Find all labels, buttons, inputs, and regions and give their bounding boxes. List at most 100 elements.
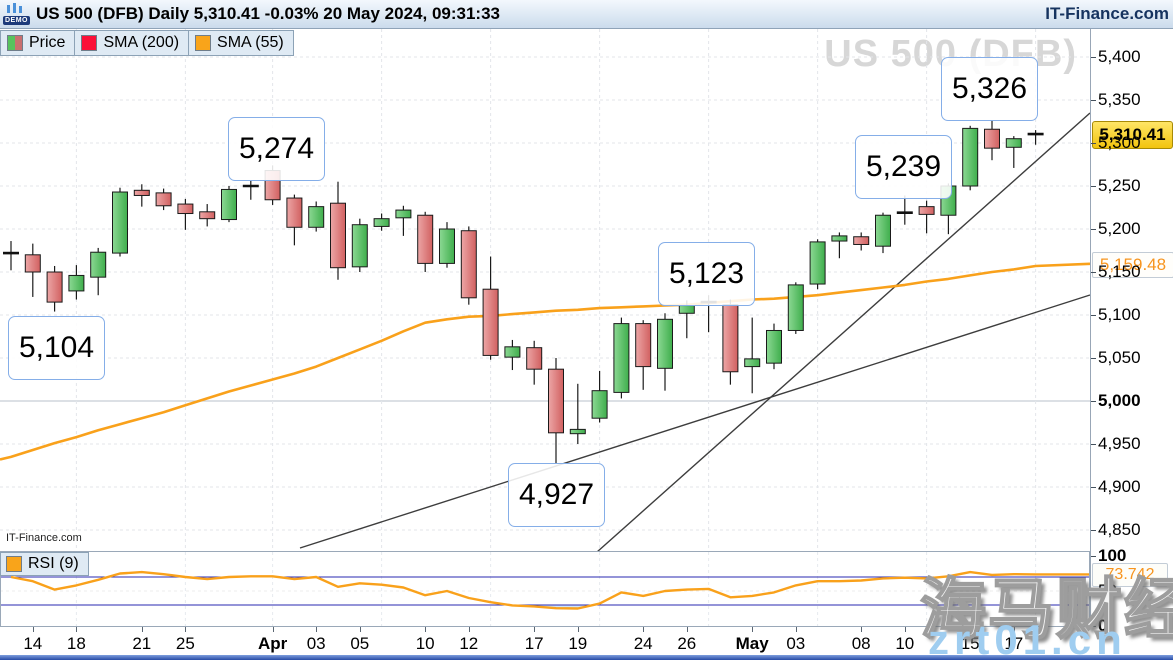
candle-may-16[interactable]: [984, 120, 1000, 161]
y-axis-label: 5,050: [1098, 348, 1141, 367]
price-annotation[interactable]: 5,239: [855, 135, 952, 199]
x-axis-label: 17: [1004, 634, 1024, 653]
candle-mar-19[interactable]: [90, 247, 107, 296]
candle-may-02[interactable]: [766, 323, 782, 370]
sma55-swatch-icon: [195, 35, 212, 51]
candle-mar-18[interactable]: [68, 265, 85, 300]
candle-may-08[interactable]: [853, 232, 870, 251]
rsi-swatch-icon: [6, 556, 22, 572]
x-axis-label: 05: [350, 634, 370, 653]
candle-mar-26[interactable]: [199, 204, 216, 227]
rsi-axis-label: 100: [1098, 546, 1127, 565]
candle-apr-10[interactable]: [417, 211, 434, 272]
candle-may-20[interactable]: [1027, 130, 1044, 145]
candle-apr-05[interactable]: [351, 218, 368, 272]
candle-apr-24[interactable]: [635, 320, 652, 390]
candle-mar-27[interactable]: [221, 186, 237, 223]
sma55-line[interactable]: [0, 262, 1091, 461]
candle-apr-04[interactable]: [330, 181, 346, 280]
y-axis-tick: [1091, 358, 1096, 359]
rsi-value-badge: 73.742: [1092, 563, 1168, 587]
candle-may-13[interactable]: [918, 200, 935, 234]
candle-mar-25[interactable]: [177, 198, 194, 230]
price-annotation[interactable]: 4,927: [508, 463, 605, 527]
legend-price-chip[interactable]: Price: [1, 31, 76, 55]
legend-price-label: Price: [29, 34, 66, 51]
price-annotation[interactable]: 5,104: [8, 316, 105, 380]
candle-apr-17[interactable]: [526, 340, 543, 385]
candle-apr-08[interactable]: [373, 213, 390, 231]
y-axis-label: 5,350: [1098, 90, 1141, 109]
candle-mar-15[interactable]: [46, 265, 63, 312]
candle-may-07[interactable]: [831, 232, 848, 259]
x-axis-label: 10: [895, 634, 915, 653]
sma55-value-badge: 5,159.48: [1092, 252, 1173, 278]
price-axis[interactable]: 5,310.41 5,159.48 73.742 5,400 5,350 5,300…: [1090, 29, 1173, 635]
x-axis-label: 26: [677, 634, 697, 653]
candle-apr-16[interactable]: [504, 339, 521, 371]
x-axis-label: Apr: [257, 634, 288, 653]
x-axis-tick: [185, 627, 187, 632]
rsi-chart-canvas[interactable]: [0, 551, 1091, 628]
candle-may-10[interactable]: [896, 195, 913, 225]
rsi-legend-label: RSI (9): [28, 555, 79, 572]
x-axis-label: 19: [568, 634, 588, 653]
candle-apr-09[interactable]: [395, 205, 412, 236]
candle-mar-13[interactable]: [3, 241, 19, 271]
x-axis-label: 08: [851, 634, 871, 653]
candle-may-01[interactable]: [744, 317, 761, 394]
candle-may-17[interactable]: [1005, 136, 1022, 168]
rsi-legend-chip[interactable]: RSI (9): [0, 552, 89, 576]
rsi-line[interactable]: [10, 570, 1090, 610]
candle-apr-12[interactable]: [460, 226, 477, 305]
candle-mar-21[interactable]: [133, 184, 150, 207]
x-axis-label: 17: [524, 634, 544, 653]
sma200-swatch-icon: [81, 35, 98, 51]
y-axis-label: 5,250: [1098, 176, 1141, 195]
y-axis-label: 4,950: [1098, 434, 1141, 453]
candle-apr-23[interactable]: [613, 317, 630, 399]
candle-apr-26[interactable]: [678, 300, 695, 339]
candle-apr-19[interactable]: [569, 383, 586, 444]
time-axis[interactable]: 14 18 21 25 Apr 03 05 10 12 17 19 24 26 May 03 08 10 15 17: [0, 627, 1090, 655]
candle-mar-14[interactable]: [24, 243, 41, 297]
candle-apr-30[interactable]: [722, 299, 739, 385]
candle-mar-28[interactable]: [242, 180, 259, 200]
x-axis-tick: [1013, 627, 1015, 632]
trendline[interactable]: [596, 112, 1091, 552]
y-axis-label: 4,850: [1098, 520, 1141, 539]
candle-may-03[interactable]: [787, 282, 804, 334]
rsi-axis-label: 0: [1098, 616, 1108, 635]
y-axis-tick: [1091, 186, 1096, 187]
trendline[interactable]: [299, 294, 1091, 549]
last-price-badge: 5,310.41: [1092, 121, 1173, 149]
candle-mar-22[interactable]: [155, 188, 172, 211]
price-annotation[interactable]: 5,274: [228, 117, 325, 181]
price-annotation[interactable]: 5,326: [941, 57, 1038, 121]
price-annotation[interactable]: 5,123: [658, 242, 755, 306]
y-axis-tick: [1091, 487, 1096, 488]
rsi-axis-tick: [1091, 556, 1096, 557]
y-axis-tick: [1091, 143, 1096, 144]
price-chart-canvas[interactable]: [0, 29, 1091, 552]
candle-may-15[interactable]: [962, 125, 979, 191]
candle-may-09[interactable]: [875, 212, 891, 254]
candle-mar-20[interactable]: [112, 187, 128, 257]
candle-apr-15[interactable]: [482, 256, 499, 360]
candle-may-06[interactable]: [809, 239, 826, 290]
candle-apr-11[interactable]: [439, 222, 455, 268]
legend-sma55-label: SMA (55): [217, 34, 284, 51]
brand-label: IT-Finance.com: [1045, 4, 1169, 23]
legend-sma200-chip[interactable]: SMA (200): [75, 31, 190, 55]
candle-apr-22[interactable]: [591, 370, 608, 423]
x-axis-label: 24: [633, 634, 653, 653]
candle-apr-02[interactable]: [286, 194, 303, 246]
candle-apr-25[interactable]: [657, 313, 673, 391]
candle-apr-03[interactable]: [308, 201, 325, 232]
x-axis-label: 21: [132, 634, 152, 653]
candle-apr-18[interactable]: [548, 358, 564, 464]
y-axis-label: 5,000: [1098, 391, 1141, 410]
y-axis-tick: [1091, 57, 1096, 58]
legend-sma55-chip[interactable]: SMA (55): [189, 31, 293, 55]
x-axis-label: 15: [960, 634, 980, 653]
